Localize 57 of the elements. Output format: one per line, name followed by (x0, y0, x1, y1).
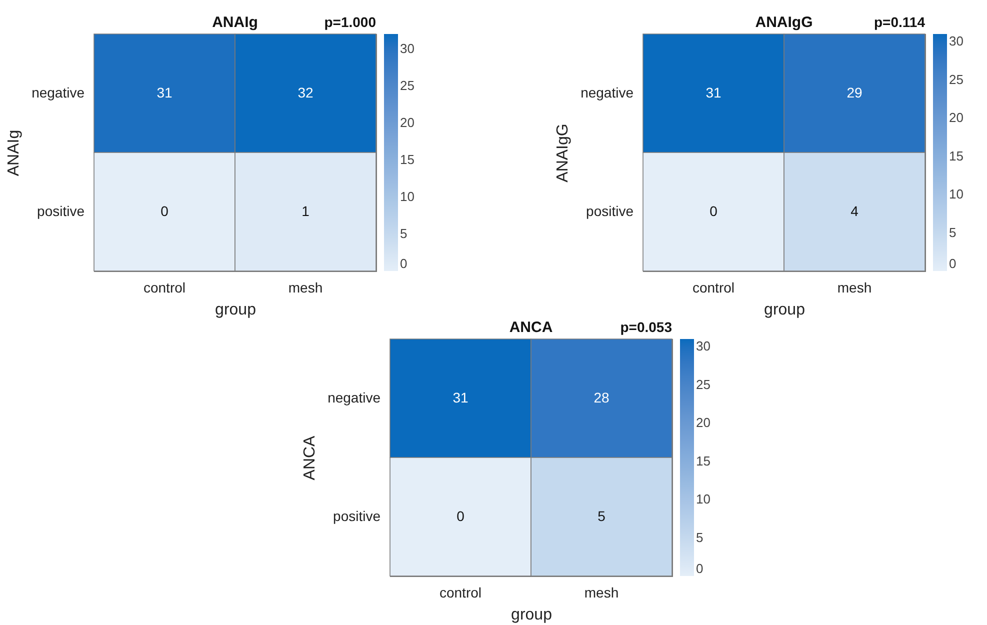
data-label: 31 (452, 389, 468, 406)
chart-title: ANAIg (212, 14, 258, 31)
x-tick-label: control (143, 280, 186, 296)
color-bar-label: 20 (696, 415, 710, 430)
y-tick-label: positive (586, 202, 634, 219)
x-axis-title: group (764, 302, 806, 318)
data-label: 32 (298, 84, 314, 100)
color-bar-label: 25 (400, 78, 414, 93)
chart-title: ANAIgG (755, 14, 813, 31)
text: p=1.000 (324, 14, 376, 30)
x-tick-label: mesh (584, 584, 619, 600)
color-bar-label: 5 (400, 226, 408, 241)
y-tick-label: positive (37, 202, 85, 219)
data-label: 4 (850, 202, 859, 219)
x-axis-title: group (215, 302, 256, 318)
data-label: 31 (156, 84, 172, 100)
color-bar-label: 10 (949, 186, 964, 202)
text: p=0.114 (874, 14, 926, 30)
data-label: 29 (846, 84, 862, 100)
data-label: 28 (594, 389, 610, 406)
color-bar-label: 20 (400, 114, 414, 130)
color-bar-label: 25 (696, 376, 710, 392)
color-bar-label: 30 (400, 40, 414, 56)
color-bar-label: 10 (400, 188, 414, 204)
y-axis-title: ANAIgG (554, 124, 572, 182)
x-axis-title: group (511, 606, 552, 624)
y-tick-label: positive (333, 508, 381, 524)
data-label: 0 (160, 202, 169, 219)
data-label: 1 (302, 202, 310, 219)
x-tick-label: control (692, 280, 735, 296)
color-bar-label: 25 (949, 72, 964, 87)
text: p=0.053 (620, 319, 672, 335)
x-tick-label: control (439, 584, 482, 600)
color-bar-label: 15 (400, 152, 414, 167)
color-bar-label: 0 (949, 256, 956, 271)
y-tick-label: negative (32, 84, 85, 100)
data-label: 0 (710, 202, 718, 219)
data-label: 5 (598, 508, 606, 524)
color-bar-label: 20 (949, 110, 964, 126)
color-bar-label: 30 (696, 338, 710, 354)
color-bar-label: 5 (696, 530, 704, 545)
y-tick-label: negative (328, 389, 381, 406)
x-tick-label: mesh (837, 280, 872, 296)
y-axis-title: ANCA (302, 435, 319, 480)
color-bar-label: 0 (400, 256, 408, 271)
data-label: 31 (706, 84, 722, 100)
data-label: 0 (456, 508, 465, 524)
color-bar-label: 5 (949, 224, 956, 240)
color-bar-label: 10 (696, 492, 710, 507)
color-bar-label: 15 (949, 148, 964, 164)
color-bar-label: 30 (949, 34, 964, 49)
y-axis-title: ANAIg (6, 130, 23, 176)
color-bar-label: 15 (696, 453, 710, 468)
y-tick-label: negative (580, 84, 634, 100)
chart-title: ANCA (509, 319, 553, 336)
x-tick-label: mesh (288, 280, 323, 296)
color-bar-label: 0 (696, 561, 704, 576)
